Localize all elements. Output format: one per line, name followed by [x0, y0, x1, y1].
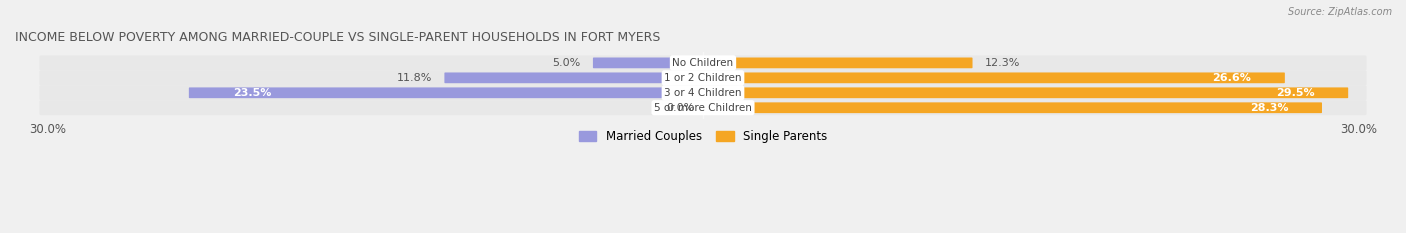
- Legend: Married Couples, Single Parents: Married Couples, Single Parents: [574, 125, 832, 148]
- Text: 0.0%: 0.0%: [666, 103, 695, 113]
- Text: 5 or more Children: 5 or more Children: [654, 103, 752, 113]
- Text: 3 or 4 Children: 3 or 4 Children: [664, 88, 742, 98]
- Text: 1 or 2 Children: 1 or 2 Children: [664, 73, 742, 83]
- FancyBboxPatch shape: [39, 55, 1367, 70]
- Text: 29.5%: 29.5%: [1275, 88, 1315, 98]
- Text: 12.3%: 12.3%: [984, 58, 1021, 68]
- FancyBboxPatch shape: [39, 70, 1367, 85]
- FancyBboxPatch shape: [702, 102, 1322, 113]
- FancyBboxPatch shape: [702, 58, 973, 68]
- FancyBboxPatch shape: [188, 87, 704, 98]
- Text: No Children: No Children: [672, 58, 734, 68]
- FancyBboxPatch shape: [444, 72, 704, 83]
- Text: 28.3%: 28.3%: [1250, 103, 1288, 113]
- Text: 26.6%: 26.6%: [1212, 73, 1251, 83]
- FancyBboxPatch shape: [39, 85, 1367, 100]
- FancyBboxPatch shape: [702, 72, 1285, 83]
- FancyBboxPatch shape: [39, 100, 1367, 115]
- FancyBboxPatch shape: [702, 87, 1348, 98]
- Text: INCOME BELOW POVERTY AMONG MARRIED-COUPLE VS SINGLE-PARENT HOUSEHOLDS IN FORT MY: INCOME BELOW POVERTY AMONG MARRIED-COUPL…: [15, 31, 661, 44]
- Text: 5.0%: 5.0%: [553, 58, 581, 68]
- Text: Source: ZipAtlas.com: Source: ZipAtlas.com: [1288, 7, 1392, 17]
- Text: 11.8%: 11.8%: [396, 73, 432, 83]
- FancyBboxPatch shape: [593, 58, 704, 68]
- Text: 23.5%: 23.5%: [233, 88, 271, 98]
